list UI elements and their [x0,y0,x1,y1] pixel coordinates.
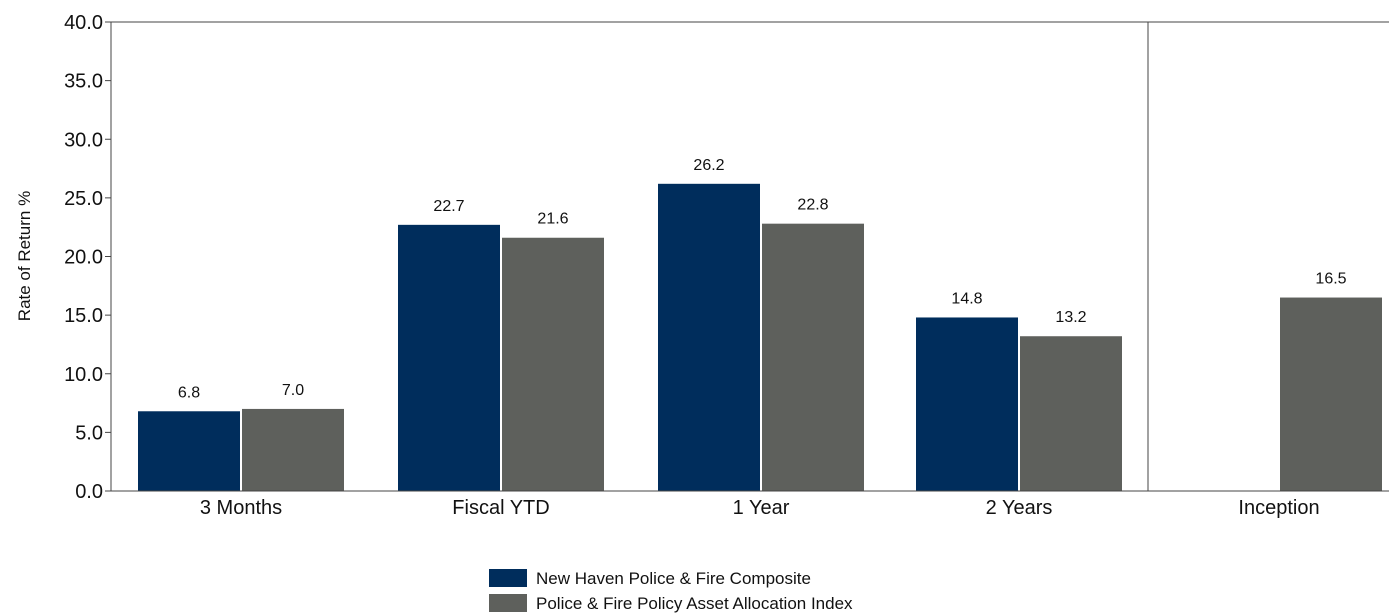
data-label: 16.5 [1315,271,1346,288]
data-label: 6.8 [178,384,200,401]
y-tick-label: 35.0 [64,71,103,93]
legend-label: Police & Fire Policy Asset Allocation In… [536,594,853,613]
y-axis-title: Rate of Return % [15,191,34,321]
bars: 6.8 7.0 22.7 21.6 26.2 22.8 14.8 13.2 16.5 [138,157,1382,492]
y-tick-label: 10.0 [64,364,103,386]
y-tick-label: 0.0 [75,481,103,503]
x-tick-label: 1 Year [733,497,790,519]
bar [1280,297,1382,491]
data-label: 7.0 [282,382,304,399]
bar [916,317,1018,491]
bar [658,183,760,491]
data-label: 22.7 [433,198,464,215]
y-tick-label: 25.0 [64,188,103,210]
bar [502,237,604,491]
legend-swatch [489,594,527,612]
bar [762,223,864,492]
data-label: 22.8 [797,197,828,214]
bar [398,224,500,491]
x-tick-label: 2 Years [986,497,1053,519]
legend-swatch [489,569,527,587]
legend-label: New Haven Police & Fire Composite [536,569,811,588]
y-tick-label: 30.0 [64,129,103,151]
legend: New Haven Police & Fire Composite Police … [489,569,853,613]
x-axis: 3 Months Fiscal YTD 1 Year 2 Years Inception [111,22,1389,519]
data-label: 14.8 [951,290,982,307]
data-label: 21.6 [537,211,568,228]
y-tick-label: 15.0 [64,305,103,327]
x-tick-label: Fiscal YTD [452,497,549,519]
x-tick-label: 3 Months [200,497,282,519]
y-tick-label: 20.0 [64,247,103,269]
bar [138,411,240,491]
bar [242,408,344,491]
y-tick-label: 5.0 [75,422,103,444]
data-label: 13.2 [1055,309,1086,326]
x-tick-label: Inception [1238,497,1319,519]
bar [1020,336,1122,491]
y-tick-label: 40.0 [64,12,103,34]
data-label: 26.2 [693,157,724,174]
y-axis: 0.0 5.0 10.0 15.0 20.0 25.0 30.0 35.0 40.0 [64,12,1389,503]
